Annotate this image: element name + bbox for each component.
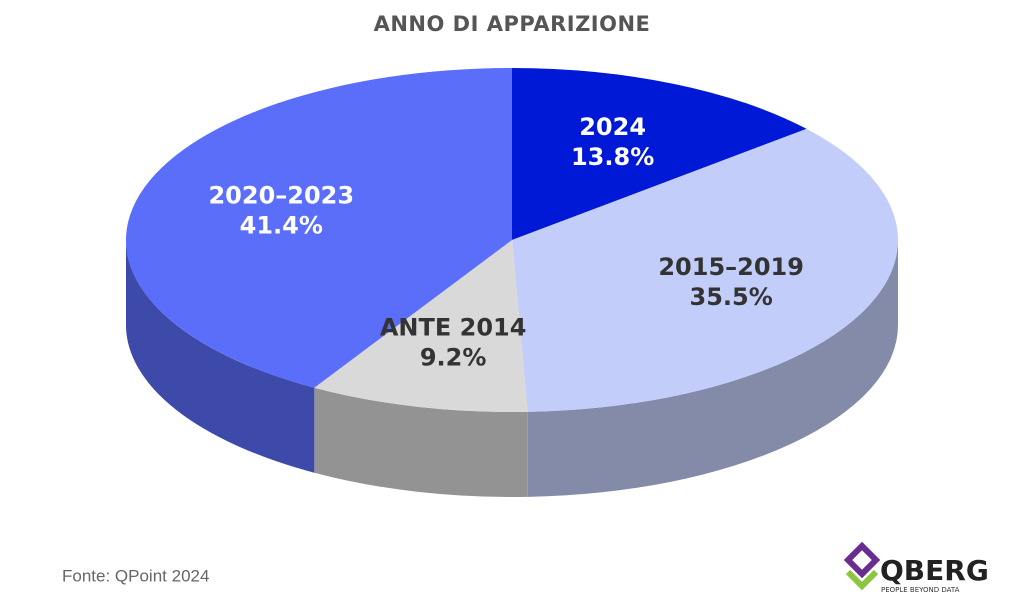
logo: QBERG PEOPLE BEYOND DATA: [843, 541, 989, 594]
source: Fonte: QPoint 2024: [62, 566, 209, 585]
pie-side: [314, 387, 528, 498]
value-label: 9.2%: [420, 343, 487, 371]
value-label: 13.8%: [571, 143, 654, 171]
slice-label: ANTE 2014: [380, 313, 527, 341]
pie-side-shade: [125, 240, 315, 473]
pie-side-shade: [314, 387, 528, 498]
pie-side-shade: [527, 240, 898, 497]
logo-mark: [843, 541, 881, 579]
slice-label: 2020–2023: [208, 182, 354, 210]
pie-slice: [512, 128, 898, 412]
pie-slice: [512, 68, 807, 240]
logo-name: QBERG: [880, 554, 989, 587]
slice-label: 2024: [579, 113, 646, 141]
pie-slice: [314, 240, 528, 412]
pie-side: [527, 240, 898, 497]
value-label: 41.4%: [240, 212, 323, 240]
slice-label: 2015–2019: [658, 253, 804, 281]
pie-slice: [125, 67, 512, 388]
pie-side: [125, 240, 315, 473]
chart-title: ANNO DI APPARIZIONE: [374, 12, 651, 36]
value-label: 35.5%: [690, 283, 773, 311]
logo-mark: [845, 569, 879, 591]
logo-tagline: PEOPLE BEYOND DATA: [881, 586, 960, 594]
